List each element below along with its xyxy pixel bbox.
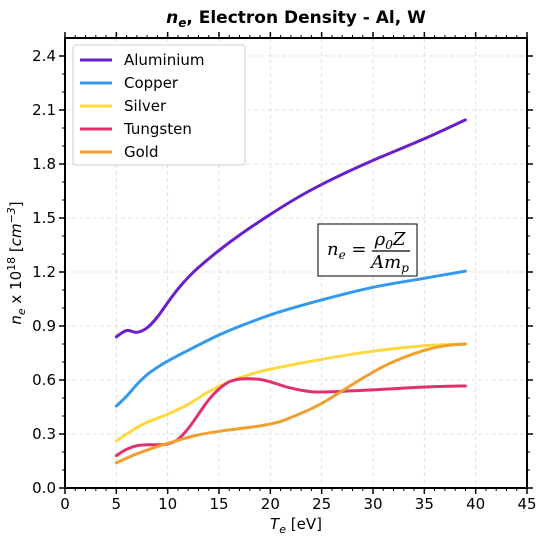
series-group (114, 118, 467, 465)
x-tick-label: 5 (112, 495, 122, 513)
legend-label-silver: Silver (124, 97, 167, 115)
title-rest: , Electron Density - Al, W (186, 8, 426, 28)
y-tick-label: 1.8 (32, 155, 56, 173)
formula-lhs: ne = (327, 239, 367, 262)
x-tick-label: 40 (466, 495, 485, 513)
y-tick-label: 0.3 (32, 425, 56, 443)
series-line-tungsten (114, 377, 467, 458)
chart-title: ne, Electron Density - Al, W (166, 8, 426, 30)
y-axis-label: ne x 1018 [cm−3] (5, 201, 28, 324)
ylabel-unit: cm (7, 223, 25, 246)
xlabel-subscript: e (279, 523, 286, 536)
formula-denominator: Amp (369, 252, 409, 275)
formula-annotation: ne = ρ0Z Amp (317, 223, 418, 277)
series-line-aluminium (114, 118, 467, 339)
series-line-copper (114, 269, 467, 408)
x-tick-label: 45 (517, 495, 536, 513)
legend: Aluminium Copper Silver Tungsten Gold (72, 44, 246, 166)
ylabel-superscript: 18 (5, 257, 18, 271)
ylabel-mid: x 10 (7, 271, 25, 309)
formula-box (317, 223, 418, 277)
y-tick-label: 2.4 (32, 47, 56, 65)
x-tick-label: 30 (363, 495, 382, 513)
y-tick-label: 0.9 (32, 317, 56, 335)
y-tick-label: 0.0 (32, 479, 56, 497)
legend-box (72, 44, 246, 166)
ylabel-unit-close: ] (7, 201, 25, 207)
ylabel-unit-superscript: −3 (5, 207, 18, 223)
x-tick-label: 0 (60, 495, 70, 513)
series-line-silver (114, 342, 467, 443)
legend-label-gold: Gold (124, 143, 159, 161)
xlabel-rest: [eV] (286, 515, 322, 533)
series-line-gold (114, 342, 467, 465)
title-symbol: n (166, 8, 178, 28)
y-tick-label: 1.2 (32, 263, 56, 281)
ylabel-subscript: e (15, 308, 28, 315)
legend-label-aluminium: Aluminium (124, 51, 205, 69)
ylabel-symbol: n (7, 315, 25, 325)
y-tick-label: 2.1 (32, 101, 56, 119)
x-tick-label: 10 (158, 495, 177, 513)
y-tick-label: 1.5 (32, 209, 56, 227)
y-axis-ticks: 0.0 0.3 0.6 0.9 1.2 1.5 1.8 2.1 2.4 (32, 47, 533, 497)
plot-frame (64, 37, 528, 489)
xlabel-symbol: T (270, 515, 281, 533)
title-subscript: e (178, 16, 186, 30)
y-tick-label: 0.6 (32, 371, 56, 389)
x-axis-label: Te [eV] (270, 515, 322, 536)
ylabel-unit-open: [ (7, 246, 25, 257)
legend-label-tungsten: Tungsten (123, 120, 192, 138)
x-tick-label: 20 (261, 495, 280, 513)
x-tick-label: 15 (209, 495, 228, 513)
x-tick-label: 25 (312, 495, 331, 513)
formula-numerator: ρ0Z (374, 229, 406, 252)
legend-label-copper: Copper (124, 74, 179, 92)
x-tick-label: 35 (415, 495, 434, 513)
x-axis-ticks: 0 5 10 15 20 25 30 35 40 45 (60, 32, 537, 513)
